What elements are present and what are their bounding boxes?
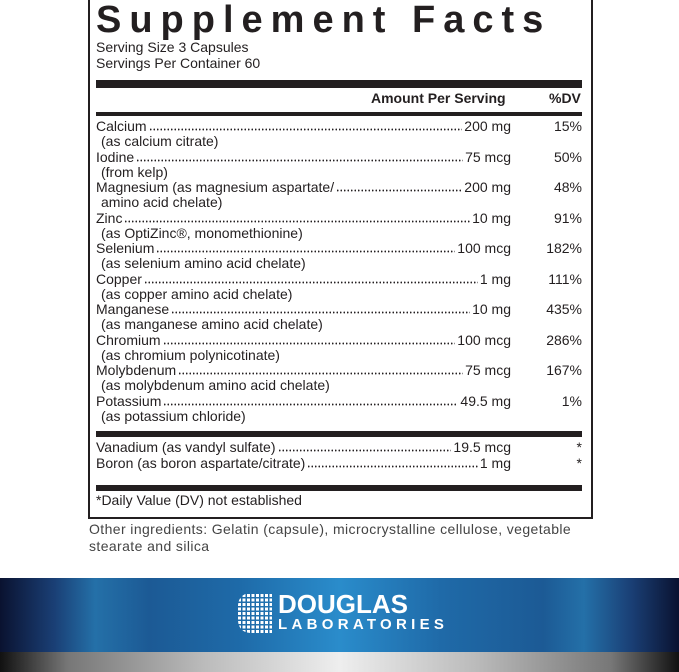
chrome-band — [0, 652, 679, 672]
nutrient-amount: 10 mg — [472, 301, 511, 317]
leader-dots — [143, 271, 478, 284]
nutrient-source: (as selenium amino acid chelate) — [101, 255, 306, 272]
nutrient-row: Boron (as boron aspartate/citrate) 1 mg * — [96, 455, 582, 471]
leader-dots — [277, 440, 452, 453]
nutrient-dv: 182% — [546, 240, 582, 256]
leader-dots — [163, 393, 459, 406]
other-ingredients: Other ingredients: Gelatin (capsule), mi… — [89, 521, 572, 554]
nutrient-name: Iodine — [96, 148, 135, 165]
nutrient-dv: 167% — [546, 362, 582, 378]
nutrient-amount: 75 mcg — [465, 148, 511, 165]
leader-dots — [156, 241, 456, 254]
panel-title: Supplement Facts — [96, 0, 552, 41]
leader-dots — [136, 149, 464, 162]
nutrient-amount: 100 mcg — [457, 240, 511, 256]
nutrient-source: (from kelp) — [101, 163, 168, 180]
nutrient-row: Iodine 75 mcg 50% (from kelp) — [96, 148, 582, 181]
footnote: *Daily Value (DV) not established — [96, 492, 302, 508]
nutrient-name: Magnesium (as magnesium aspartate/ — [96, 179, 335, 195]
nutrient-source: (as manganese amino acid chelate) — [101, 316, 323, 333]
leader-dots — [336, 180, 463, 193]
nutrient-row: Calcium 200 mg 15% (as calcium citrate) — [96, 118, 582, 150]
nutrient-amount: 1 mg — [479, 270, 511, 287]
nutrient-name: Molybdenum — [96, 362, 177, 378]
nutrient-dv: 48% — [553, 179, 582, 195]
nutrient-row: Molybdenum 75 mcg 167% (as molybdenum amino… — [96, 362, 582, 394]
nutrient-dv: 15% — [553, 118, 582, 134]
nutrient-row: Selenium 100 mcg 182% (as selenium amino ac… — [96, 240, 582, 272]
nutrient-amount: 19.5 mcg — [453, 439, 511, 455]
nutrient-source: (as potassium chloride) — [101, 407, 246, 424]
leader-dots — [307, 456, 478, 469]
supplement-facts-panel — [88, 0, 593, 519]
nutrient-dv: 286% — [546, 331, 582, 348]
brand-name: DOUGLAS — [278, 589, 408, 619]
divider-thick — [96, 431, 582, 437]
nutrient-amount: 100 mcg — [457, 331, 511, 348]
nutrient-amount: 49.5 mg — [460, 392, 511, 409]
nutrient-dv: * — [576, 439, 582, 455]
nutrient-name: Manganese — [96, 301, 170, 317]
nutrient-name: Vanadium (as vandyl sulfate) — [96, 439, 276, 455]
nutrient-name: Selenium — [96, 240, 155, 256]
leader-dots — [124, 210, 471, 223]
nutrient-name: Copper — [96, 270, 142, 287]
nutrient-source: (as calcium citrate) — [101, 133, 219, 150]
logo-grid-icon — [238, 592, 272, 633]
nutrient-amount: 10 mg — [472, 209, 511, 226]
nutrient-row: Magnesium (as magnesium aspartate/200 mg… — [96, 179, 582, 211]
leader-dots — [148, 119, 463, 132]
nutrient-row: Copper 1 mg 111% (as copper amino acid chel… — [96, 270, 582, 303]
nutrient-amount: 200 mg — [464, 118, 511, 134]
leader-dots — [171, 302, 471, 315]
nutrient-dv: 111% — [548, 270, 582, 287]
nutrient-name: Calcium — [96, 118, 147, 134]
nutrient-name: Chromium — [96, 331, 161, 348]
divider-thick — [96, 485, 582, 491]
nutrient-source: amino acid chelate) — [101, 194, 223, 211]
nutrient-dv: 50% — [553, 148, 582, 165]
brand-banner: DOUGLAS LABORATORIES — [0, 578, 679, 672]
nutrient-row: Potassium 49.5 mg 1% (as potassium chloride… — [96, 392, 582, 425]
nutrient-row: Chromium 100 mcg 286% (as chromium polynico… — [96, 331, 582, 364]
nutrient-source: (as copper amino acid chelate) — [101, 285, 293, 302]
nutrient-amount: 75 mcg — [465, 362, 511, 378]
nutrient-name: Potassium — [96, 392, 162, 409]
nutrient-row: Zinc 10 mg 91% (as OptiZinc®, monomethionin… — [96, 209, 582, 242]
divider-thick — [96, 80, 582, 88]
nutrient-row: Vanadium (as vandyl sulfate) 19.5 mcg * — [96, 439, 582, 455]
amount-header: Amount Per Serving — [371, 90, 506, 106]
brand-subname: LABORATORIES — [278, 616, 449, 633]
nutrient-dv: 1% — [561, 392, 582, 409]
nutrient-name: Boron (as boron aspartate/citrate) — [96, 455, 306, 471]
dv-header: %DV — [549, 90, 581, 106]
leader-dots — [178, 363, 464, 376]
servings-per-container: Servings Per Container 60 — [96, 55, 261, 71]
nutrient-source: (as OptiZinc®, monomethionine) — [101, 224, 303, 241]
serving-size: Serving Size 3 Capsules — [96, 39, 249, 55]
divider-medium — [96, 112, 582, 116]
nutrient-name: Zinc — [96, 209, 123, 226]
nutrient-dv: * — [576, 455, 582, 471]
brand-logo: DOUGLAS LABORATORIES — [238, 589, 449, 633]
nutrient-amount: 1 mg — [479, 455, 511, 471]
nutrient-source: (as chromium polynicotinate) — [101, 346, 280, 363]
nutrient-dv: 435% — [546, 301, 582, 317]
nutrient-amount: 200 mg — [464, 179, 511, 195]
nutrient-row: Manganese 10 mg 435% (as manganese amino ac… — [96, 301, 582, 333]
leader-dots — [162, 332, 456, 345]
nutrient-source: (as molybdenum amino acid chelate) — [101, 377, 330, 394]
nutrient-dv: 91% — [553, 209, 582, 226]
